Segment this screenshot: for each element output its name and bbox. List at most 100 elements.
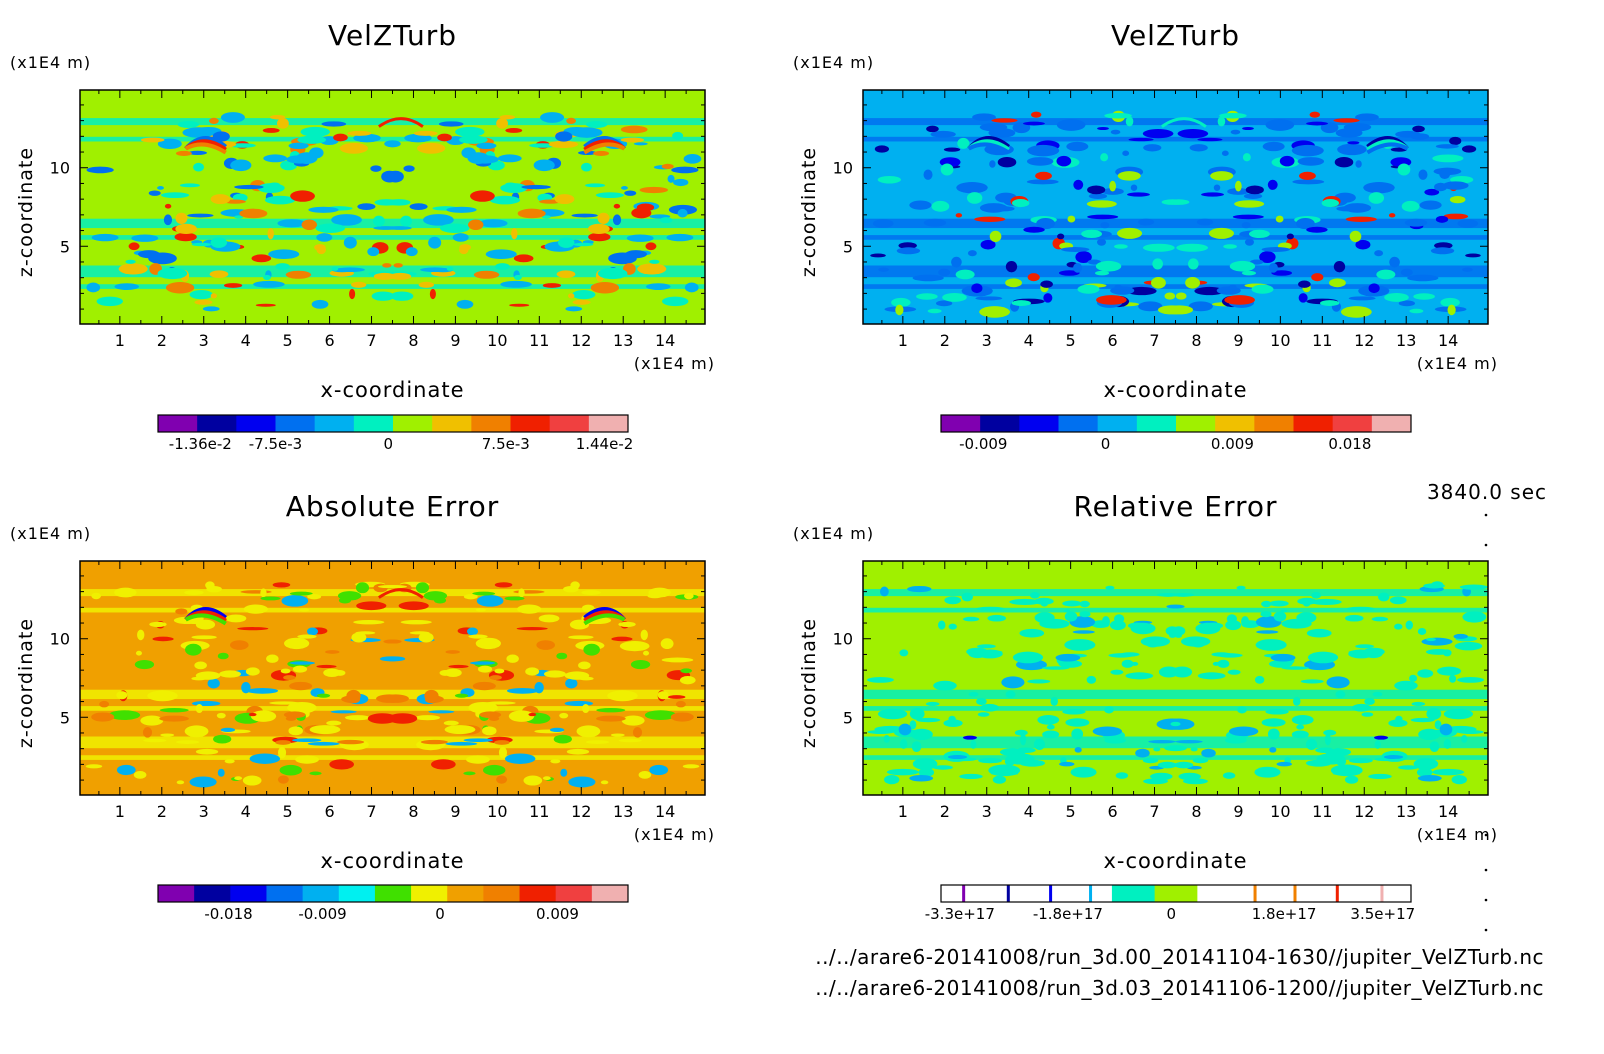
field-contour bbox=[593, 150, 610, 156]
field-contour bbox=[1306, 121, 1329, 126]
field-contour bbox=[386, 639, 402, 644]
field-contour bbox=[521, 184, 551, 190]
field-contour bbox=[288, 726, 303, 736]
field-contour bbox=[684, 592, 694, 600]
field-contour bbox=[86, 282, 101, 293]
field-contour bbox=[1244, 238, 1254, 246]
field-contour bbox=[1449, 136, 1462, 146]
field-contour bbox=[1418, 169, 1428, 180]
field-contour bbox=[1079, 600, 1090, 608]
field-contour bbox=[307, 741, 340, 746]
field-contour bbox=[1026, 157, 1054, 166]
field-contour bbox=[210, 194, 231, 205]
field-contour bbox=[573, 242, 594, 247]
field-contour bbox=[1005, 690, 1016, 699]
field-contour bbox=[620, 137, 645, 143]
field-contour bbox=[572, 290, 596, 300]
y-tick-label: 5 bbox=[60, 237, 70, 256]
field-contour bbox=[935, 300, 953, 307]
colorbar-tick-label: 3.5e+17 bbox=[1350, 905, 1415, 923]
field-contour bbox=[907, 585, 932, 593]
field-contour bbox=[1181, 636, 1211, 647]
field-contour bbox=[909, 720, 917, 730]
field-contour bbox=[468, 634, 488, 639]
field-contour bbox=[1009, 598, 1041, 605]
field-contour bbox=[895, 304, 904, 316]
colorbar-tick-label: 1.44e-2 bbox=[576, 435, 634, 453]
colorbar-segment bbox=[555, 885, 593, 902]
x-tick-label: 2 bbox=[157, 802, 167, 821]
field-contour bbox=[992, 775, 1007, 784]
field-contour bbox=[518, 588, 525, 598]
field-band bbox=[80, 755, 705, 760]
field-contour bbox=[1251, 284, 1274, 294]
field-contour bbox=[619, 641, 650, 652]
field-contour bbox=[1027, 679, 1051, 684]
field-contour bbox=[398, 601, 429, 611]
field-contour bbox=[1241, 270, 1256, 276]
field-contour bbox=[867, 730, 894, 735]
field-contour bbox=[1401, 200, 1420, 212]
field-contour bbox=[1297, 157, 1325, 166]
field-contour bbox=[1208, 227, 1234, 239]
field-contour bbox=[193, 162, 205, 172]
colorbar-segment bbox=[1089, 885, 1093, 902]
field-contour bbox=[289, 591, 313, 596]
field-contour bbox=[977, 644, 996, 649]
x-tick-label: 3 bbox=[982, 331, 992, 350]
field-contour bbox=[149, 621, 167, 628]
field-contour bbox=[91, 712, 115, 722]
field-contour bbox=[315, 223, 346, 233]
field-contour bbox=[1079, 611, 1091, 618]
field-contour bbox=[1228, 726, 1259, 737]
field-contour bbox=[891, 297, 911, 308]
field-contour bbox=[596, 708, 626, 713]
field-contour bbox=[1019, 628, 1045, 638]
field-contour bbox=[916, 717, 941, 723]
field-contour bbox=[160, 733, 175, 737]
panel-title: Absolute Error bbox=[286, 490, 500, 523]
field-contour bbox=[311, 299, 329, 309]
field-contour bbox=[1309, 111, 1321, 118]
field-contour bbox=[237, 627, 269, 631]
field-contour bbox=[621, 186, 628, 190]
field-contour bbox=[988, 764, 1021, 777]
colorbar-tick-label: -1.36e-2 bbox=[169, 435, 232, 453]
field-contour bbox=[400, 215, 412, 227]
field-contour bbox=[1229, 284, 1237, 289]
colorbar-segment bbox=[941, 415, 981, 432]
field-contour bbox=[1397, 163, 1411, 176]
field-contour bbox=[1125, 672, 1154, 680]
y-unit-label: (x1E4 m) bbox=[793, 53, 874, 72]
field-contour bbox=[142, 727, 153, 738]
field-contour bbox=[184, 590, 204, 596]
field-contour bbox=[1105, 585, 1115, 591]
field-contour bbox=[351, 632, 367, 643]
field-contour bbox=[1110, 286, 1135, 295]
field-contour bbox=[246, 688, 279, 694]
field-contour bbox=[191, 242, 212, 247]
field-band bbox=[863, 689, 1488, 700]
field-contour bbox=[1059, 761, 1075, 767]
field-contour bbox=[191, 635, 217, 640]
field-contour bbox=[468, 219, 484, 231]
field-contour bbox=[114, 283, 139, 290]
field-contour bbox=[1305, 738, 1318, 751]
field-contour bbox=[1443, 739, 1452, 749]
colorbar-segment bbox=[1332, 415, 1373, 432]
colorbar-segment bbox=[432, 415, 472, 432]
colorbar-segment bbox=[236, 415, 276, 432]
field-contour bbox=[245, 667, 260, 676]
field-band bbox=[863, 755, 1488, 760]
field-contour bbox=[367, 247, 380, 257]
field-contour bbox=[308, 206, 339, 213]
field-contour bbox=[1130, 184, 1138, 192]
field-contour bbox=[390, 291, 414, 301]
field-contour bbox=[386, 170, 404, 183]
field-contour bbox=[1040, 280, 1053, 288]
y-axis-label: z-coordinate bbox=[15, 147, 37, 277]
field-contour bbox=[191, 676, 207, 681]
field-contour bbox=[373, 215, 385, 227]
field-contour bbox=[289, 661, 316, 665]
colorbar-segment bbox=[1293, 415, 1334, 432]
